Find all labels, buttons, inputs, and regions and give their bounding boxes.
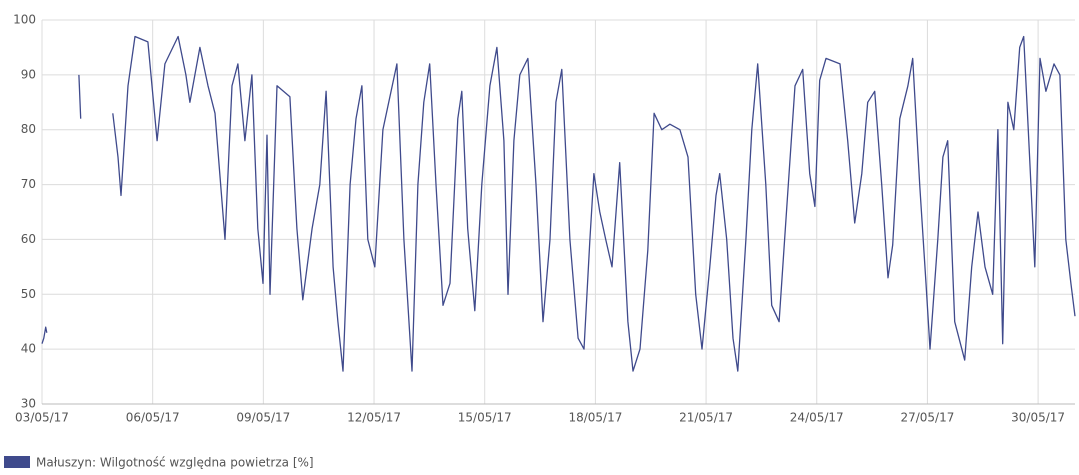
- x-tick-label: 03/05/17: [15, 411, 69, 425]
- x-tick-label: 06/05/17: [126, 411, 180, 425]
- x-tick-label: 30/05/17: [1011, 411, 1065, 425]
- x-tick-label: 27/05/17: [900, 411, 954, 425]
- x-tick-label: 24/05/17: [790, 411, 844, 425]
- x-tick-label: 12/05/17: [347, 411, 401, 425]
- legend-swatch: [4, 456, 30, 468]
- y-tick-label: 60: [21, 232, 36, 246]
- y-tick-label: 70: [21, 177, 36, 191]
- y-tick-label: 30: [21, 397, 36, 411]
- x-tick-label: 09/05/17: [236, 411, 290, 425]
- legend-label: Małuszyn: Wilgotność względna powietrza …: [36, 456, 314, 470]
- y-tick-label: 40: [21, 342, 36, 356]
- y-tick-label: 100: [13, 13, 36, 27]
- x-tick-label: 21/05/17: [679, 411, 733, 425]
- x-tick-label: 15/05/17: [458, 411, 512, 425]
- y-tick-label: 90: [21, 67, 36, 81]
- y-tick-label: 50: [21, 287, 36, 301]
- y-tick-label: 80: [21, 122, 36, 136]
- x-tick-label: 18/05/17: [568, 411, 622, 425]
- line: [41, 35, 1076, 372]
